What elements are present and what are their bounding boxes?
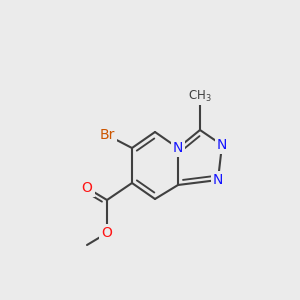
Text: O: O xyxy=(82,181,92,195)
Text: O: O xyxy=(102,226,112,240)
Text: N: N xyxy=(217,138,227,152)
Text: N: N xyxy=(173,141,183,155)
Text: Br: Br xyxy=(99,128,115,142)
Text: N: N xyxy=(213,173,223,187)
Text: CH$_3$: CH$_3$ xyxy=(188,88,212,104)
